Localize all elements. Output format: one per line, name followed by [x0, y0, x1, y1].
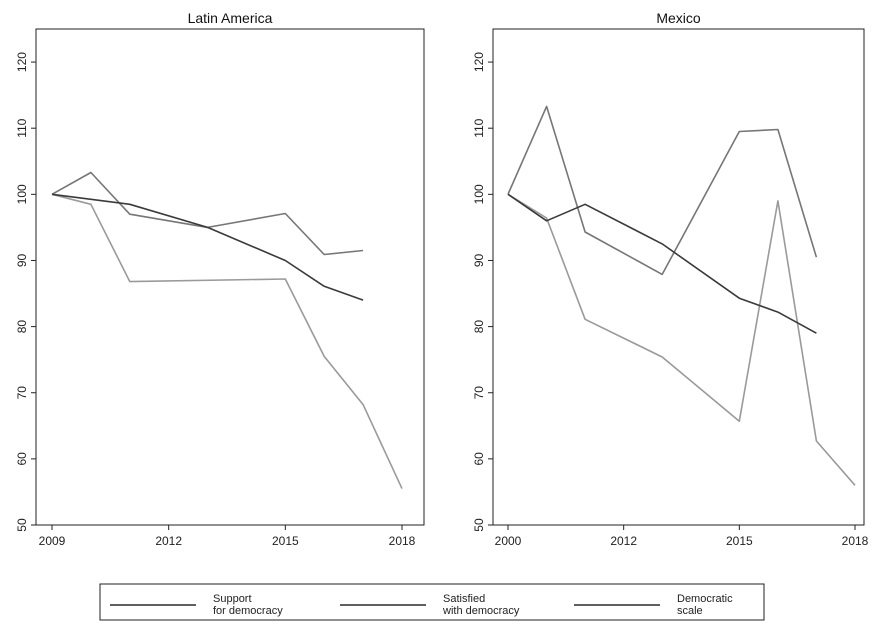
y-tick-label: 60 — [472, 452, 486, 466]
legend-label-scale-line1: Democratic — [677, 593, 733, 605]
x-tick-label: 2000 — [495, 534, 522, 548]
x-tick-label: 2015 — [726, 534, 753, 548]
x-tick-label: 2012 — [155, 534, 182, 548]
y-tick-label: 120 — [472, 52, 486, 72]
series-line-support — [507, 193, 856, 486]
y-tick-label: 90 — [15, 253, 29, 267]
series-line-satisfied — [51, 171, 364, 256]
x-tick-label: 2015 — [272, 534, 299, 548]
y-tick-label: 80 — [472, 320, 486, 334]
y-tick-label: 60 — [15, 452, 29, 466]
y-tick-label: 120 — [15, 52, 29, 72]
y-tick-label: 90 — [472, 253, 486, 267]
series-line-scale — [507, 193, 817, 334]
x-tick-label: 2012 — [610, 534, 637, 548]
y-tick-label: 70 — [15, 386, 29, 400]
series-line-scale — [51, 193, 364, 301]
y-tick-label: 70 — [472, 386, 486, 400]
legend-label-satisfied-line1: Satisfied — [443, 593, 485, 605]
legend-box — [99, 583, 765, 621]
panel-title: Mexico — [656, 10, 701, 26]
y-tick-label: 110 — [15, 118, 29, 137]
panel-title: Latin America — [188, 10, 273, 26]
y-tick-label: 50 — [15, 518, 29, 532]
legend-label-scale-line2: scale — [677, 605, 703, 617]
chart-panel-2: Mexico 50 60 70 80 90 100 110 120 2000 2012 2015 201… — [472, 10, 869, 548]
x-tick-label: 2018 — [842, 534, 869, 548]
series-line-support — [51, 193, 403, 489]
y-tick-label: 80 — [15, 320, 29, 334]
chart-panel-1: Latin America 50 60 70 80 90 100 110 120 2009 2012… — [15, 10, 425, 548]
series-line-satisfied — [507, 105, 818, 276]
y-tick-label: 100 — [15, 184, 29, 204]
legend-label-satisfied-line2: with democracy — [442, 605, 520, 617]
y-tick-label: 50 — [472, 518, 486, 532]
plot-frame — [492, 28, 865, 526]
y-tick-label: 100 — [472, 184, 486, 204]
legend-label-support-line2: for democracy — [213, 605, 283, 617]
x-tick-label: 2009 — [39, 534, 66, 548]
legend-label-support-line1: Support — [213, 593, 252, 605]
plot-frame — [35, 28, 425, 526]
x-tick-label: 2018 — [389, 534, 416, 548]
y-tick-label: 110 — [472, 118, 486, 137]
